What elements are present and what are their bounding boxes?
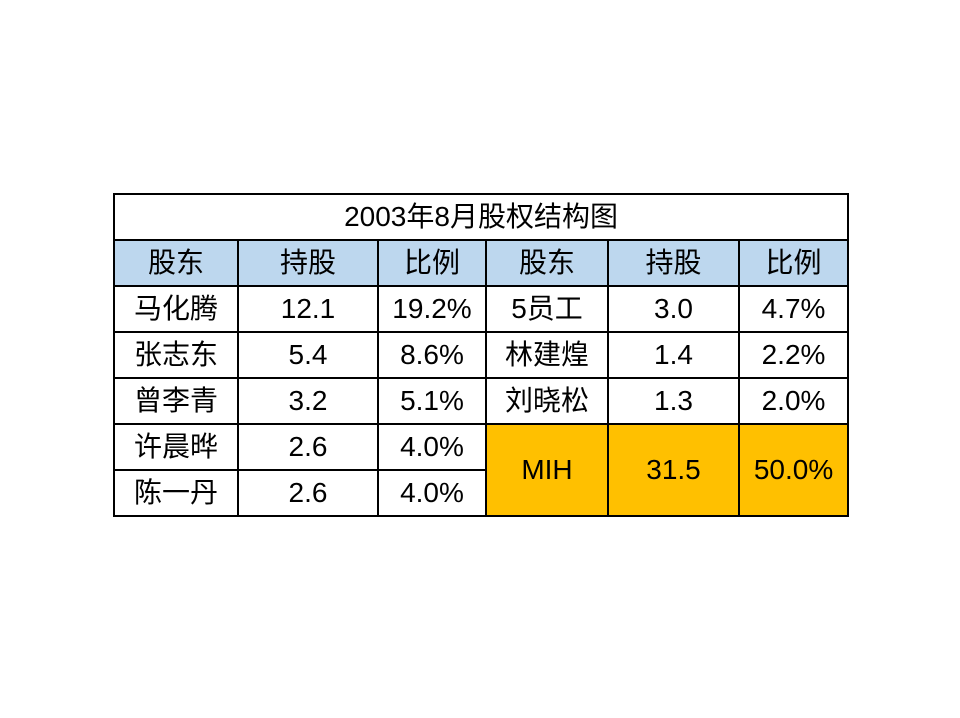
- ratio-cell: 4.7%: [737, 285, 850, 333]
- title-row: 2003年8月股权结构图: [112, 193, 850, 241]
- header-shares-left: 持股: [237, 239, 379, 287]
- shares-cell: 12.1: [237, 285, 379, 333]
- header-ratio-left: 比例: [377, 239, 487, 287]
- shares-cell: 5.4: [237, 331, 379, 379]
- ratio-cell: 2.0%: [737, 377, 850, 425]
- table-row: 陈一丹 2.6 4.0%: [113, 469, 848, 517]
- table-title: 2003年8月股权结构图: [112, 193, 850, 241]
- shareholder-name-cell: 林建煌: [485, 331, 609, 379]
- shares-cell: 2.6: [237, 423, 379, 471]
- ratio-cell: 19.2%: [377, 285, 487, 333]
- header-shareholder-right: 股东: [485, 239, 609, 287]
- ratio-cell: 8.6%: [377, 331, 487, 379]
- shares-cell: 1.3: [607, 377, 740, 425]
- header-ratio-right: 比例: [737, 239, 850, 287]
- mih-shares-cell: 31.5: [607, 423, 740, 517]
- shareholder-name-cell: 5员工: [485, 285, 609, 333]
- shares-cell: 1.4: [607, 331, 740, 379]
- mih-name-cell: MIH: [485, 423, 609, 517]
- shareholder-name-cell: 张志东: [113, 331, 239, 379]
- shareholder-name-cell: 曾李青: [113, 377, 239, 425]
- mih-ratio-cell: 50.0%: [737, 423, 850, 517]
- equity-structure-table: 2003年8月股权结构图 股东 持股 比例 股东 持股 比例 马化腾 12.1 …: [112, 193, 850, 517]
- shares-cell: 3.2: [237, 377, 379, 425]
- table-row: 张志东 5.4 8.6% 林建煌 1.4 2.2%: [113, 331, 850, 379]
- shareholder-name-cell: 许晨晔: [113, 423, 239, 471]
- table-row: 马化腾 12.1 19.2% 5员工 3.0 4.7%: [113, 285, 850, 333]
- ratio-cell: 2.2%: [737, 331, 850, 379]
- shares-cell: 3.0: [607, 285, 740, 333]
- shareholder-name-cell: 刘晓松: [485, 377, 609, 425]
- table-row: 曾李青 3.2 5.1% 刘晓松 1.3 2.0%: [113, 377, 850, 425]
- header-shareholder-left: 股东: [113, 239, 239, 287]
- ratio-cell: 4.0%: [377, 469, 487, 517]
- ratio-cell: 5.1%: [377, 377, 487, 425]
- shares-cell: 2.6: [237, 469, 379, 517]
- ratio-cell: 4.0%: [377, 423, 487, 471]
- shareholder-name-cell: 陈一丹: [113, 469, 239, 517]
- header-shares-right: 持股: [607, 239, 740, 287]
- table-row: 许晨晔 2.6 4.0% MIH 31.5 50.0%: [113, 423, 850, 517]
- header-row: 股东 持股 比例 股东 持股 比例: [113, 239, 850, 287]
- shareholder-name-cell: 马化腾: [113, 285, 239, 333]
